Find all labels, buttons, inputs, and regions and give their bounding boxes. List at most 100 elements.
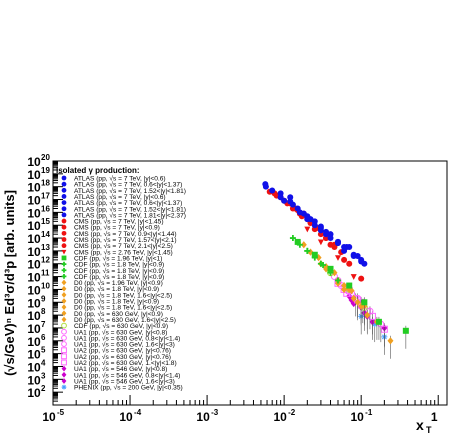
data-point [350,274,357,280]
y-tick-label-exponent: 2 [41,384,46,393]
legend-marker [61,194,67,199]
legend-marker [61,285,67,292]
y-tick-label-exponent: 4 [41,358,46,367]
legend-marker [61,230,67,236]
y-tick-label: 10 [27,322,41,336]
legend-label: CDF (pp, √s = 1.8 TeV, |y|<0.9) [74,267,164,275]
data-point [317,239,324,246]
data-point [334,238,341,245]
legend-marker [61,335,67,341]
legend-entry: UA1 (pp, √s = 546 GeV, |y|<0.8) [61,365,167,373]
series-0 [262,181,365,265]
y-tick-label-exponent: 19 [41,166,50,175]
y-tick-label: 10 [27,181,41,195]
x-tick-label-exponent: -4 [134,408,142,417]
legend-entry: CMS (pp, √s = 7 TeV, 2.1<|y|<2.5) [61,242,173,250]
legend-entry: CDF (pp, √s = 1.8 TeV, |y|<0.9) [61,261,164,269]
y-tick-label: 10 [27,232,41,246]
legend-marker [61,249,67,255]
legend-entry: D0 (pp, √s = 1.8 TeV, 1.6<|y|<2.5) [61,304,172,312]
data-point [334,255,341,261]
data-point [296,209,303,216]
y-tick-label: 10 [27,219,41,233]
legend-label: CMS (pp, √s = 7 TeV, 2.1<|y|<2.5) [74,242,173,250]
x-tick-label-exponent: -1 [365,408,373,417]
legend-marker [61,341,67,347]
legend-label: UA1 (pp, √s = 630 GeV, |y|<0.8) [74,328,167,336]
x-tick-label: 10 [42,410,56,424]
y-axis-title: (√s/GeV)ⁿ Ed³σ/d³p [arb. units] [2,190,17,376]
data-point [361,299,368,306]
legend-marker [61,328,67,335]
y-tick-label: 10 [27,155,41,169]
legend-marker [61,353,67,360]
y-tick-label-exponent: 20 [41,153,50,162]
legend-marker [61,365,67,372]
legend-marker [61,384,67,390]
data-point [366,307,374,315]
legend-label: ATLAS (pp, √s = 7 TeV, |y|<0.6) [74,175,166,183]
legend-marker [61,237,67,242]
data-point [287,194,294,201]
x-axis-ticks: 10 -5 10 -4 10 -3 10 -2 10 -1 1 [42,395,439,424]
data-point [375,318,382,325]
y-tick-label-exponent: 6 [41,333,46,342]
series-12 [304,226,357,280]
x-tick-label-exponent: -3 [211,408,219,417]
legend-entry: UA1 (pp, √s = 630 GeV, 1.6<|y|<3) [61,341,175,349]
data-point [341,281,348,290]
legend-label: UA2 (pp, √s = 630 GeV, |y|<0.76) [74,353,171,361]
legend-marker [61,347,67,354]
legend-label: CDF (pp, √s = 1.8 TeV, |y|<0.9) [74,261,164,269]
y-tick-label-exponent: 13 [41,243,50,252]
legend-label: UA2 (pp, √s = 630 GeV, |y|<0.76) [74,347,171,355]
y-tick-label: 10 [27,335,41,349]
legend-marker [61,378,67,384]
data-point [327,235,334,242]
legend-entry: UA2 (pp, √s = 630 GeV, |y|<0.76) [61,353,171,361]
legend-entry: D0 (pp, √s = 1.8 TeV, 1.6<|y|<2.5) [61,291,172,299]
data-point [354,298,361,306]
data-point [346,244,353,251]
y-axis-label: (√s/GeV)ⁿ Ed³σ/d³p [arb. units] [2,190,17,376]
legend-entry: UA2 (pp, √s = 630 GeV, |y|<0.76) [61,347,171,355]
legend-label: ATLAS (pp, √s = 7 TeV, 1.52<|y|<1.81) [74,205,186,213]
x-tick-label: 10 [273,410,287,424]
legend-marker [61,359,67,366]
y-tick-label: 10 [27,194,41,208]
legend-entry: ATLAS (pp, √s = 7 TeV, 0.6<|y|<1.37) [61,199,182,207]
data-point [341,256,348,263]
y-tick-label: 10 [27,309,41,323]
legend-label: CMS (pp, √s = 2.76 TeV, |y|<1.45) [74,248,173,256]
data-point [402,327,409,334]
data-point [364,311,371,319]
data-point [346,282,353,289]
data-point [304,247,311,254]
data-point [331,244,338,251]
legend: Isolated γ production: ATLAS (pp, √s = 7… [56,166,186,392]
legend-entry: PHENIX (pp, √s = 200 GeV, |y|<0.35) [61,384,183,392]
x-axis-label: x [416,417,424,433]
y-tick-label-exponent: 12 [41,256,50,265]
legend-title: Isolated γ production: [56,166,140,175]
x-tick-label: 10 [196,410,210,424]
legend-marker [61,310,67,317]
legend-label: ATLAS (pp, √s = 7 TeV, 0.6<|y|<1.37) [74,199,182,207]
x-tick-label-exponent: -2 [288,408,296,417]
legend-marker [61,206,67,212]
legend-entry: ATLAS (pp, √s = 7 TeV, 1.81<|y|<2.37) [61,211,186,219]
legend-marker [61,298,67,304]
series-14 [289,235,341,284]
legend-label: D0 (pp, √s = 1.8 TeV, 1.6<|y|<2.5) [74,304,172,312]
data-point [334,277,341,284]
data-point [327,265,334,272]
legend-entry: D0 (pp, √s = 1.8 TeV, |y|<0.9) [61,285,159,293]
y-tick-label-exponent: 7 [41,320,46,329]
legend-label: D0 (pp, √s = 1.8 TeV, |y|<0.9) [74,298,159,306]
legend-marker [61,212,67,218]
y-tick-label-exponent: 9 [41,294,46,303]
y-tick-label: 10 [27,360,41,374]
y-tick-label-exponent: 10 [41,281,50,290]
data-point [358,258,365,265]
